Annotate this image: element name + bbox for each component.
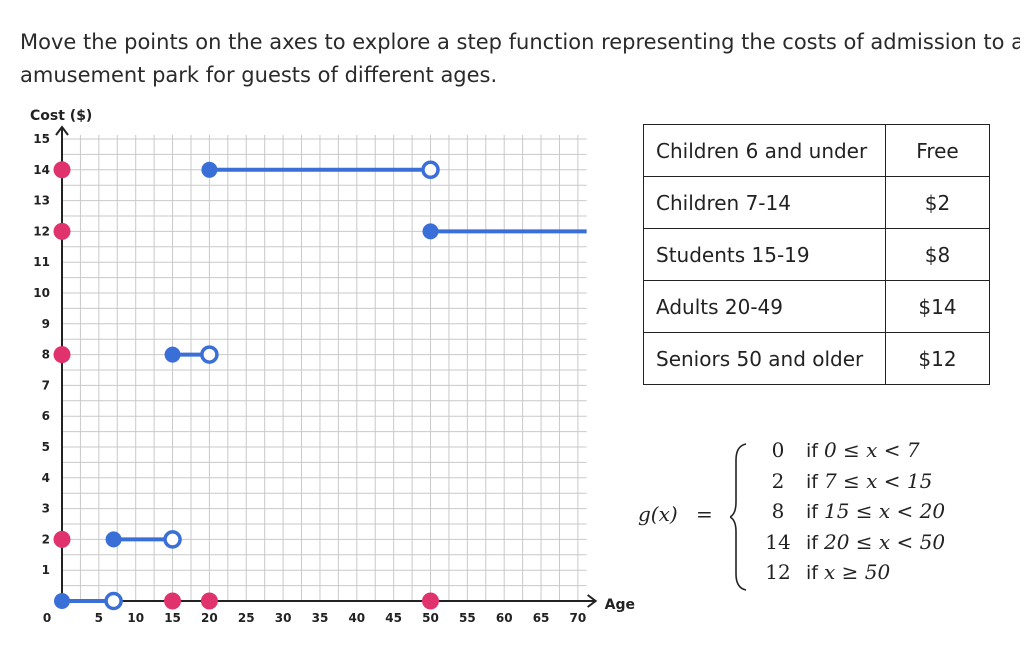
formula-case: 8 if 15 ≤ x < 20 bbox=[750, 499, 945, 529]
case-if-keyword: if bbox=[806, 440, 818, 462]
origin-label: 0 bbox=[43, 611, 51, 625]
case-condition: 15 ≤ x < 20 bbox=[823, 499, 946, 523]
x-tick-label: 35 bbox=[312, 611, 329, 625]
case-value: 0 bbox=[771, 438, 785, 462]
y-tick-label: 5 bbox=[42, 440, 50, 454]
x-tick-label: 10 bbox=[127, 611, 144, 625]
x-axis-title: Age bbox=[605, 597, 635, 613]
x-tick-label: 20 bbox=[201, 611, 218, 625]
price-cell: $12 bbox=[885, 332, 990, 385]
y-axis-drag-point[interactable] bbox=[53, 346, 71, 364]
x-axis-drag-point[interactable] bbox=[164, 592, 182, 610]
case-value: 2 bbox=[771, 468, 785, 493]
formula-case: 0 if 0 ≤ x < 7 bbox=[750, 438, 920, 468]
equals-sign: = bbox=[696, 502, 713, 526]
case-condition: x ≥ 50 bbox=[823, 560, 891, 584]
y-tick-label: 11 bbox=[33, 255, 50, 269]
x-tick-label: 70 bbox=[570, 611, 587, 625]
instructions-line-1: Move the points on the axes to explore a… bbox=[20, 30, 1020, 54]
open-endpoint[interactable] bbox=[200, 345, 219, 364]
y-tick-label: 3 bbox=[42, 502, 50, 516]
x-tick-label: 45 bbox=[385, 611, 402, 625]
table-row: Adults 20-49 $14 bbox=[643, 280, 990, 333]
closed-endpoint[interactable] bbox=[54, 593, 70, 609]
x-tick-label: 40 bbox=[348, 611, 365, 625]
y-axis-drag-point[interactable] bbox=[53, 222, 71, 240]
x-axis-arrow-icon bbox=[587, 594, 598, 608]
y-tick-label: 7 bbox=[42, 378, 50, 392]
price-cell: Free bbox=[885, 124, 990, 177]
age-group-cell: Children 7-14 bbox=[643, 176, 886, 229]
case-if-keyword: if bbox=[806, 531, 818, 554]
x-tick-label: 25 bbox=[238, 611, 255, 625]
y-axis-drag-point[interactable] bbox=[53, 530, 71, 548]
y-tick-label: 4 bbox=[42, 471, 50, 485]
x-tick-label: 5 bbox=[95, 611, 103, 625]
age-group-cell: Seniors 50 and older bbox=[643, 332, 886, 385]
formula-case: 2 if 7 ≤ x < 15 bbox=[750, 468, 933, 499]
y-tick-label: 6 bbox=[42, 409, 50, 423]
age-group-cell: Children 6 and under bbox=[643, 124, 886, 177]
formula-case: 14 if 20 ≤ x < 50 bbox=[750, 530, 945, 560]
admission-price-table: Children 6 and under Free Children 7-14 $2 S… bbox=[643, 124, 990, 385]
formula-case: 12 if x ≥ 50 bbox=[750, 560, 890, 590]
open-endpoint[interactable] bbox=[104, 591, 123, 611]
table-row: Children 7-14 $2 bbox=[643, 176, 990, 229]
y-tick-label: 8 bbox=[42, 348, 50, 362]
tick-labels: 5 10 15 20 25 30 35 40 45 50 55 60 65 701234567891011… bbox=[30, 108, 635, 625]
price-cell: $2 bbox=[885, 176, 990, 229]
x-tick-label: 15 bbox=[164, 611, 181, 625]
y-axis-drag-point[interactable] bbox=[53, 161, 71, 179]
step-segments bbox=[54, 160, 587, 611]
case-if-keyword: if bbox=[806, 562, 818, 584]
grid-lines bbox=[62, 135, 587, 601]
instructions-text: Move the points on the axes to explore a… bbox=[20, 26, 1020, 92]
x-tick-label: 55 bbox=[459, 611, 476, 625]
case-value: 8 bbox=[771, 499, 785, 523]
y-tick-label: 12 bbox=[33, 224, 50, 238]
y-axis-title: Cost ($) bbox=[30, 108, 92, 124]
closed-endpoint[interactable] bbox=[164, 346, 181, 363]
y-tick-label: 13 bbox=[33, 194, 50, 208]
price-cell: $14 bbox=[885, 280, 990, 333]
piecewise-formula: g(x) = 0 if 0 ≤ x < 7 2 if 7 ≤ x < 15 8 if 15 ≤ … bbox=[630, 422, 1020, 602]
x-axis-drag-point[interactable] bbox=[422, 592, 439, 610]
y-tick-label: 15 bbox=[33, 132, 50, 146]
step-function-graph[interactable]: 5 10 15 20 25 30 35 40 45 50 55 60 65 701234567891011… bbox=[0, 100, 640, 640]
x-tick-label: 30 bbox=[275, 611, 292, 625]
y-tick-label: 10 bbox=[33, 286, 50, 300]
age-group-cell: Adults 20-49 bbox=[643, 280, 886, 333]
y-tick-label: 9 bbox=[42, 317, 50, 331]
x-tick-label: 60 bbox=[496, 611, 513, 625]
function-name: g(x) bbox=[638, 502, 678, 526]
case-if-keyword: if bbox=[806, 501, 818, 523]
table-row: Children 6 and under Free bbox=[643, 124, 990, 177]
table-row: Seniors 50 and older $12 bbox=[643, 332, 990, 385]
case-condition: 7 ≤ x < 15 bbox=[823, 468, 933, 493]
closed-endpoint[interactable] bbox=[105, 531, 122, 548]
case-condition: 20 ≤ x < 50 bbox=[823, 529, 946, 554]
y-tick-label: 14 bbox=[33, 163, 50, 177]
age-group-cell: Students 15-19 bbox=[643, 228, 886, 281]
axes bbox=[55, 125, 598, 608]
closed-endpoint[interactable] bbox=[201, 161, 218, 178]
y-tick-label: 2 bbox=[42, 532, 50, 546]
y-tick-label: 1 bbox=[42, 563, 50, 577]
left-brace bbox=[730, 443, 747, 591]
x-tick-label: 65 bbox=[533, 611, 550, 625]
y-axis-arrow-icon bbox=[55, 125, 69, 136]
case-if-keyword: if bbox=[806, 470, 818, 493]
case-value: 14 bbox=[765, 529, 791, 554]
case-condition: 0 ≤ x < 7 bbox=[823, 438, 920, 462]
open-endpoint[interactable] bbox=[163, 530, 182, 549]
x-tick-label: 50 bbox=[422, 611, 439, 625]
open-endpoint[interactable] bbox=[421, 160, 440, 180]
case-value: 12 bbox=[765, 560, 791, 584]
instructions-line-2: amusement park for guests of different a… bbox=[20, 63, 498, 87]
table-row: Students 15-19 $8 bbox=[643, 228, 990, 281]
axis-handles[interactable] bbox=[53, 161, 440, 610]
price-cell: $8 bbox=[885, 228, 990, 281]
closed-endpoint[interactable] bbox=[422, 223, 439, 240]
x-axis-drag-point[interactable] bbox=[200, 592, 218, 610]
